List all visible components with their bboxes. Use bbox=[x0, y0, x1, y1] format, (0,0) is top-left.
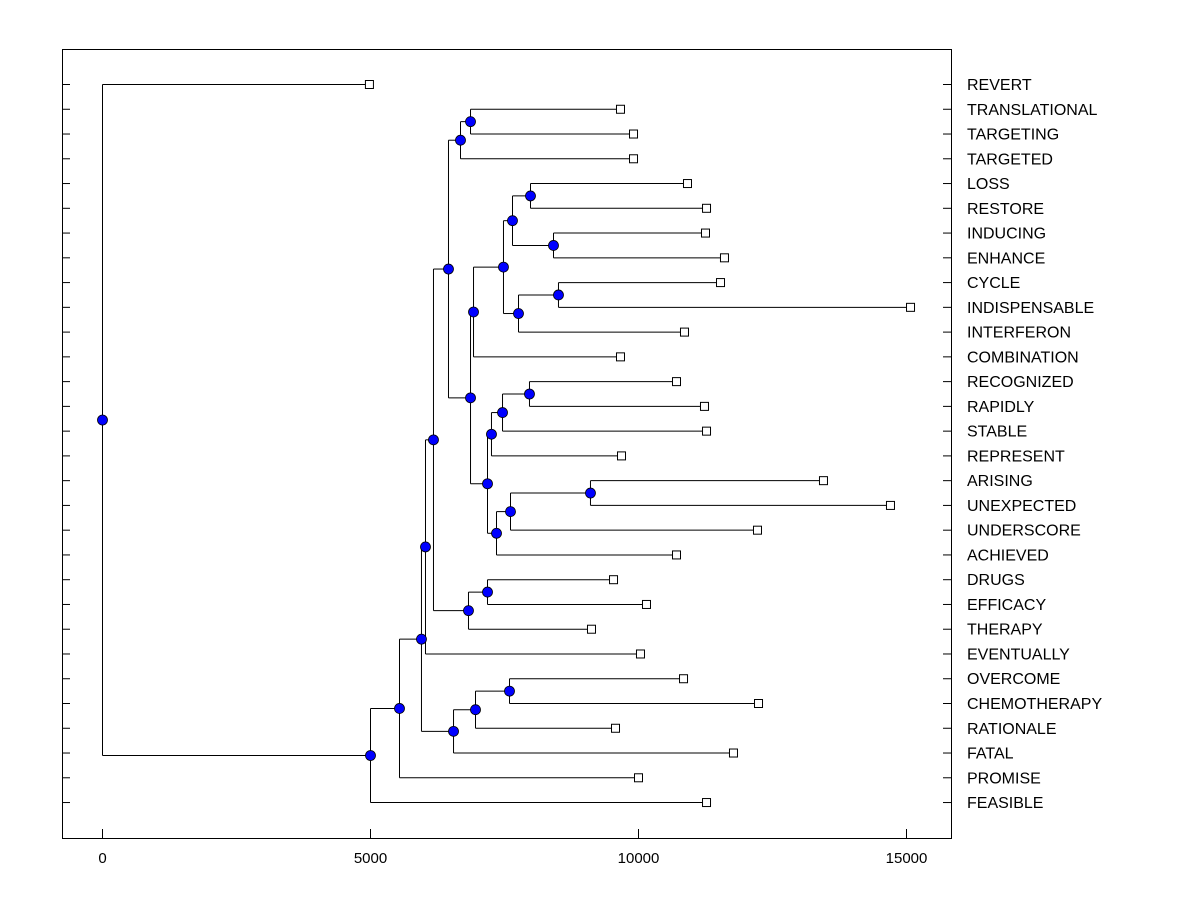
leaf-marker bbox=[679, 674, 689, 684]
leaf-label: UNEXPECTED bbox=[967, 498, 1076, 515]
cluster-node bbox=[553, 289, 564, 301]
cluster-node bbox=[448, 725, 459, 737]
leaf-label: COMBINATION bbox=[967, 349, 1079, 366]
cluster-node bbox=[498, 261, 509, 273]
leaf-label: ARISING bbox=[967, 473, 1033, 490]
leaf-label: INDUCING bbox=[967, 226, 1046, 243]
cluster-node bbox=[525, 190, 536, 202]
leaf-label: RECOGNIZED bbox=[967, 374, 1074, 391]
cluster-node bbox=[97, 414, 108, 426]
leaf-label: CHEMOTHERAPY bbox=[967, 696, 1102, 713]
cluster-node bbox=[416, 633, 427, 645]
leaf-marker bbox=[702, 426, 712, 436]
cluster-node bbox=[585, 487, 596, 499]
leaf-marker bbox=[635, 649, 645, 659]
cluster-node bbox=[491, 527, 502, 539]
leaf-label: STABLE bbox=[967, 424, 1027, 441]
leaf-marker bbox=[818, 476, 828, 486]
leaf-marker bbox=[611, 723, 621, 733]
leaf-label: DRUGS bbox=[967, 572, 1025, 589]
cluster-node bbox=[420, 541, 431, 553]
leaf-marker bbox=[629, 129, 639, 139]
leaf-marker bbox=[885, 500, 895, 510]
leaf-label: RESTORE bbox=[967, 201, 1044, 218]
leaf-label: EVENTUALLY bbox=[967, 646, 1070, 663]
leaf-label: INDISPENSABLE bbox=[967, 300, 1094, 317]
cluster-node bbox=[524, 388, 535, 400]
leaf-marker bbox=[609, 575, 619, 585]
leaf-marker bbox=[617, 451, 627, 461]
cluster-node bbox=[455, 134, 466, 146]
leaf-label: REPRESENT bbox=[967, 448, 1065, 465]
x-tick-label: 15000 bbox=[886, 850, 928, 867]
leaf-label: FATAL bbox=[967, 746, 1014, 763]
leaf-label: LOSS bbox=[967, 176, 1010, 193]
leaf-marker bbox=[702, 798, 712, 808]
cluster-node bbox=[465, 392, 476, 404]
plot-frame bbox=[62, 49, 952, 839]
leaf-label: OVERCOME bbox=[967, 671, 1060, 688]
leaf-marker bbox=[702, 203, 712, 213]
leaf-marker bbox=[586, 624, 596, 634]
cluster-node bbox=[507, 215, 518, 227]
leaf-marker bbox=[615, 352, 625, 362]
x-tick-label: 0 bbox=[98, 850, 106, 867]
x-tick-label: 5000 bbox=[354, 850, 387, 867]
leaf-label: TARGETING bbox=[967, 127, 1059, 144]
leaf-label: RAPIDLY bbox=[967, 399, 1035, 416]
leaf-marker bbox=[701, 228, 710, 238]
leaf-label: INTERFERON bbox=[967, 325, 1071, 342]
cluster-node bbox=[470, 704, 481, 716]
leaf-marker bbox=[716, 278, 726, 288]
x-tick-label: 10000 bbox=[618, 850, 660, 867]
leaf-label: RATIONALE bbox=[967, 721, 1057, 738]
leaf-label: ACHIEVED bbox=[967, 547, 1049, 564]
cluster-node bbox=[497, 407, 508, 418]
leaf-label: PROMISE bbox=[967, 770, 1041, 787]
leaf-label: REVERT bbox=[967, 77, 1032, 94]
leaf-label: TRANSLATIONAL bbox=[967, 102, 1098, 119]
leaf-marker bbox=[629, 154, 639, 164]
leaf-label: TARGETED bbox=[967, 151, 1053, 168]
leaf-label: ENHANCE bbox=[967, 250, 1045, 267]
leaf-marker bbox=[672, 377, 682, 387]
leaf-label: EFFICACY bbox=[967, 597, 1046, 614]
cluster-node bbox=[428, 434, 439, 446]
cluster-node bbox=[468, 306, 479, 318]
cluster-node bbox=[365, 750, 376, 761]
cluster-node bbox=[548, 240, 559, 251]
leaf-marker bbox=[754, 699, 764, 708]
cluster-node bbox=[482, 586, 493, 598]
leaf-marker bbox=[679, 327, 689, 337]
leaf-marker bbox=[364, 80, 374, 89]
cluster-node bbox=[505, 506, 516, 518]
cluster-node bbox=[443, 263, 454, 275]
leaf-marker bbox=[719, 253, 729, 263]
cluster-node bbox=[513, 308, 524, 319]
cluster-node bbox=[465, 116, 476, 128]
cluster-node bbox=[486, 428, 497, 440]
leaf-marker bbox=[752, 525, 762, 535]
cluster-node bbox=[463, 605, 474, 617]
leaf-label: CYCLE bbox=[967, 275, 1020, 292]
leaf-marker bbox=[682, 179, 692, 189]
cluster-node bbox=[482, 478, 493, 490]
leaf-marker bbox=[699, 401, 709, 411]
leaf-marker bbox=[728, 748, 738, 758]
leaf-marker bbox=[641, 599, 651, 609]
leaf-marker bbox=[672, 550, 682, 560]
leaf-marker bbox=[615, 104, 625, 114]
leaf-marker bbox=[634, 773, 643, 783]
cluster-node bbox=[504, 685, 515, 697]
leaf-marker bbox=[906, 302, 916, 312]
leaf-label: UNDERSCORE bbox=[967, 523, 1081, 540]
leaf-label: THERAPY bbox=[967, 622, 1043, 639]
leaf-label: FEASIBLE bbox=[967, 795, 1043, 812]
cluster-node bbox=[394, 703, 405, 714]
